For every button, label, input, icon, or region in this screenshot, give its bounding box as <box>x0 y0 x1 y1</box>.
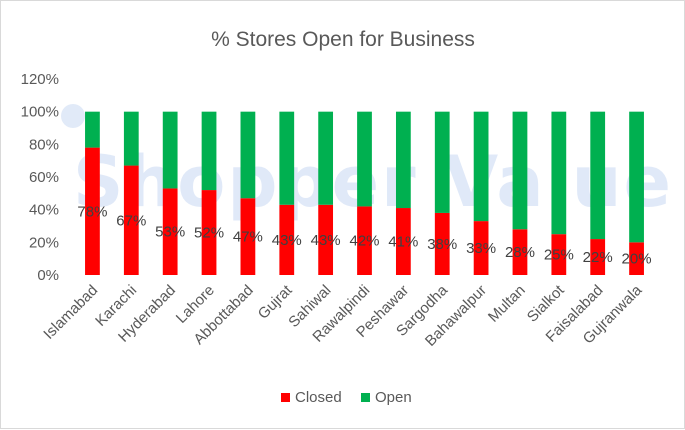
bar-open <box>123 111 139 166</box>
bar-closed <box>279 204 295 275</box>
data-label: 33% <box>466 240 496 257</box>
bar-closed <box>512 229 528 275</box>
y-tick-label: 120% <box>21 71 59 88</box>
bar-closed <box>590 239 606 275</box>
bar-closed <box>162 188 178 275</box>
bar-open <box>590 111 606 240</box>
bar-closed <box>318 204 334 275</box>
bar-open <box>279 111 295 205</box>
bar-open <box>395 111 411 209</box>
x-axis: IslamabadKarachiHyderabadLahoreAbbottaba… <box>40 281 646 350</box>
bar-open <box>629 111 644 243</box>
data-label: 53% <box>155 224 185 241</box>
data-label: 25% <box>544 247 574 264</box>
bar-open <box>512 111 528 230</box>
bar-closed <box>240 198 256 275</box>
y-tick-label: 60% <box>29 169 59 186</box>
chart-title: % Stores Open for Business <box>211 28 475 51</box>
legend: Closed Open <box>281 389 412 406</box>
bar-open <box>201 111 217 191</box>
data-label: 28% <box>505 244 535 261</box>
y-tick-label: 20% <box>29 234 59 251</box>
legend-swatch-closed <box>281 393 290 402</box>
bar-open <box>162 111 178 189</box>
data-label: 67% <box>116 212 146 229</box>
data-label: 43% <box>311 232 341 249</box>
bar-layer <box>85 111 644 275</box>
data-label: 22% <box>583 249 613 266</box>
bar-open <box>551 111 567 235</box>
y-tick-label: 0% <box>37 267 59 284</box>
bar-closed <box>629 242 644 275</box>
bar-closed <box>123 165 139 275</box>
data-label: 20% <box>622 251 652 268</box>
bar-closed <box>395 208 411 275</box>
bar-open <box>473 111 489 222</box>
data-label: 38% <box>427 236 457 253</box>
bar-closed <box>473 221 489 275</box>
data-label-layer: 78% 67% 53% 52% 47% 43% 43% 42% 41% 38% 33% 28% 25% 2… <box>77 203 651 267</box>
legend-label-closed: Closed <box>295 389 342 406</box>
bar-closed <box>551 234 567 275</box>
y-tick-label: 80% <box>29 136 59 153</box>
bar-closed <box>201 190 217 275</box>
data-label: 47% <box>233 229 263 246</box>
y-tick-label: 100% <box>21 104 59 121</box>
data-label: 43% <box>272 232 302 249</box>
data-label: 52% <box>194 225 224 242</box>
y-axis: 0% 20% 40% 60% 80% 100% 120% <box>21 71 59 284</box>
watermark-dot <box>61 104 85 128</box>
bar-open <box>318 111 334 205</box>
bar-open <box>434 111 450 213</box>
bar-closed <box>434 212 450 275</box>
bar-open <box>240 111 256 199</box>
bar-open <box>357 111 372 207</box>
bar-closed <box>85 147 100 275</box>
x-tick-label: Islamabad <box>40 282 101 343</box>
bar-open <box>85 111 100 148</box>
y-tick-label: 40% <box>29 202 59 219</box>
data-label: 78% <box>77 203 107 220</box>
legend-swatch-open <box>361 393 370 402</box>
data-label: 41% <box>388 234 418 251</box>
x-tick-label: Multan <box>485 282 529 326</box>
bar-closed <box>357 206 372 275</box>
legend-label-open: Open <box>375 389 412 406</box>
data-label: 42% <box>349 233 379 250</box>
